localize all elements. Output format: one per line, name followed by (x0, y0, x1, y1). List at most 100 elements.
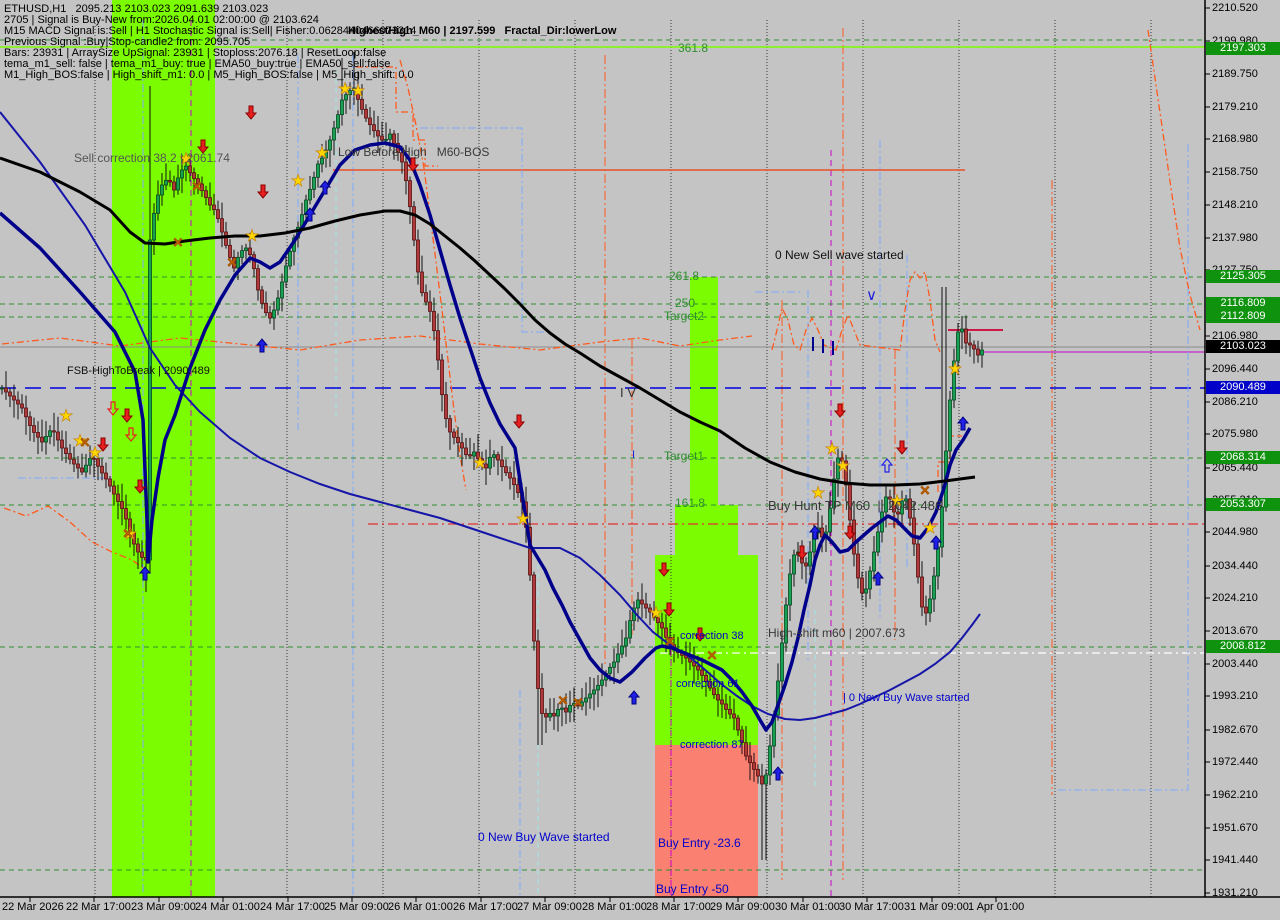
star-icon: ★ (649, 605, 663, 622)
cross-icon: ✕ (665, 634, 676, 649)
star-icon: ★ (59, 408, 73, 425)
star-markers: ★★★★★★★★★★★★★★★★★★★✕✕✕✕✕✕ ✕✕✕✕ (58, 81, 962, 711)
sell-arrow-icon (833, 403, 847, 418)
sell-arrow-icon (120, 408, 134, 423)
info-line: ETHUSD,H1 2095.213 2103.023 2091.639 210… (4, 3, 269, 15)
sell-arrow-icon (512, 414, 526, 429)
price-tick-label: 2024.210 (1212, 592, 1258, 604)
price-tick-label: 2096.440 (1212, 363, 1258, 375)
tick-mark (822, 339, 824, 353)
star-icon: ★ (836, 458, 850, 475)
star-icon: ★ (351, 83, 365, 100)
cross-icon: ✕ (707, 648, 718, 663)
price-tick-label: 2168.980 (1212, 133, 1258, 145)
chart-annotation: Buy Entry -50 (656, 882, 729, 896)
price-marker-badge: 2197.303 (1206, 42, 1280, 55)
price-tick-label: 2003.440 (1212, 658, 1258, 670)
chart-annotation: I (632, 449, 636, 461)
price-tick-label: 1972.440 (1212, 756, 1258, 768)
chart-annotation: 0 New Buy Wave started (478, 830, 610, 844)
sell-arrow-outline-icon (124, 427, 138, 442)
cross-icon: ✕ (192, 179, 203, 194)
chart-annotation: FSB-HighToBreak | 2090.489 (67, 365, 210, 377)
star-icon: ★ (473, 455, 487, 472)
star-icon: ★ (315, 145, 329, 162)
buy-arrow-icon (138, 566, 152, 581)
moving-average-lines (0, 111, 981, 732)
star-icon: ★ (291, 173, 305, 190)
price-tick-label: 2106.980 (1212, 330, 1258, 342)
time-tick-label: 29 Mar 09:00 (710, 901, 775, 913)
price-tick-label: 1982.670 (1212, 724, 1258, 736)
price-tick-label: 2013.670 (1212, 625, 1258, 637)
chart-annotation: High-shift m60 | 2007.673 (768, 626, 906, 640)
time-tick-label: 30 Mar 01:00 (775, 901, 840, 913)
candlesticks (0, 52, 984, 860)
info-line: tema_m1_sell: false | tema_m1_buy: true … (4, 58, 391, 70)
star-icon: ★ (890, 493, 904, 510)
time-tick-label: 25 Mar 09:00 (324, 901, 389, 913)
sell-arrow-icon (133, 479, 147, 494)
tick-mark (812, 337, 814, 351)
sell-arrow-icon (662, 602, 676, 617)
price-tick-label: 2044.980 (1212, 526, 1258, 538)
time-tick-label: 30 Mar 17:00 (839, 901, 904, 913)
star-icon: ★ (516, 511, 530, 528)
chart-annotation: Buy Hunt TP M60 | 2042.486 (768, 498, 943, 513)
star-icon: ★ (923, 520, 937, 537)
star-icon: ★ (179, 151, 193, 168)
price-tick-label: 2075.980 (1212, 428, 1258, 440)
price-tick-label: 2210.520 (1212, 2, 1258, 14)
chart-annotation: 161.8 (675, 496, 706, 510)
price-marker-badge: 2053.307 (1206, 498, 1280, 511)
buy-arrow-icon (771, 766, 785, 781)
price-marker-badge: 2008.812 (1206, 640, 1280, 653)
info-line: 2705 | Signal is Buy-New from:2026.04.01… (4, 14, 319, 26)
buy-arrow-icon (929, 535, 943, 550)
price-tick-label: 1962.210 (1212, 789, 1258, 801)
sell-arrow-outline-icon (106, 401, 120, 416)
star-icon: ★ (123, 526, 137, 543)
star-icon: ★ (73, 433, 87, 450)
price-tick-label: 2189.750 (1212, 68, 1258, 80)
price-tick-label: 2137.980 (1212, 232, 1258, 244)
chart-annotation: Buy Entry -23.6 (658, 836, 741, 850)
ma-black-line (0, 156, 976, 487)
info-line: Bars: 23931 | ArraySize UpSignal: 23931 … (4, 47, 387, 59)
price-tick-label: 1993.210 (1212, 690, 1258, 702)
sell-arrow-icon (96, 437, 110, 452)
chart-annotation: correction 38 (680, 630, 744, 642)
chart-annotation: 361.8 (678, 41, 709, 55)
chart-annotation: I V (620, 385, 636, 400)
ema-line (0, 111, 981, 722)
sell-arrow-icon (795, 545, 809, 560)
time-tick-label: 26 Mar 01:00 (388, 901, 453, 913)
chart-annotation: correction 61 (676, 678, 740, 690)
cross-icon: ✕ (123, 526, 134, 541)
sell-arrow-icon (843, 525, 857, 540)
info-line: M1_High_BOS:false | High_shift_m1: 0.0 |… (4, 69, 414, 81)
price-tick-label: 2034.440 (1212, 560, 1258, 572)
price-tick-label: 2086.210 (1212, 396, 1258, 408)
time-tick-label: 24 Mar 17:00 (260, 901, 325, 913)
price-tick-label: 2065.440 (1212, 462, 1258, 474)
sell-arrow-icon (406, 157, 420, 172)
sell-arrow-icon (693, 627, 707, 642)
price-marker-badge: 2090.489 (1206, 381, 1280, 394)
time-tick-label: 28 Mar 17:00 (646, 901, 711, 913)
tick-mark (832, 341, 834, 355)
price-marker-badge: 2103.023 (1206, 340, 1280, 353)
price-tick-label: 2158.750 (1212, 166, 1258, 178)
time-tick-label: 22 Mar 17:00 (66, 901, 131, 913)
chart-annotation: ∨ (866, 287, 877, 304)
time-tick-label: 23 Mar 09:00 (131, 901, 196, 913)
fib-zone-bands (112, 0, 758, 897)
star-icon: ★ (88, 445, 102, 462)
price-tick-label: 2148.210 (1212, 199, 1258, 211)
star-icon: ★ (948, 361, 962, 378)
time-tick-label: 31 Mar 09:00 (904, 901, 969, 913)
price-tick-label: 1931.210 (1212, 887, 1258, 899)
